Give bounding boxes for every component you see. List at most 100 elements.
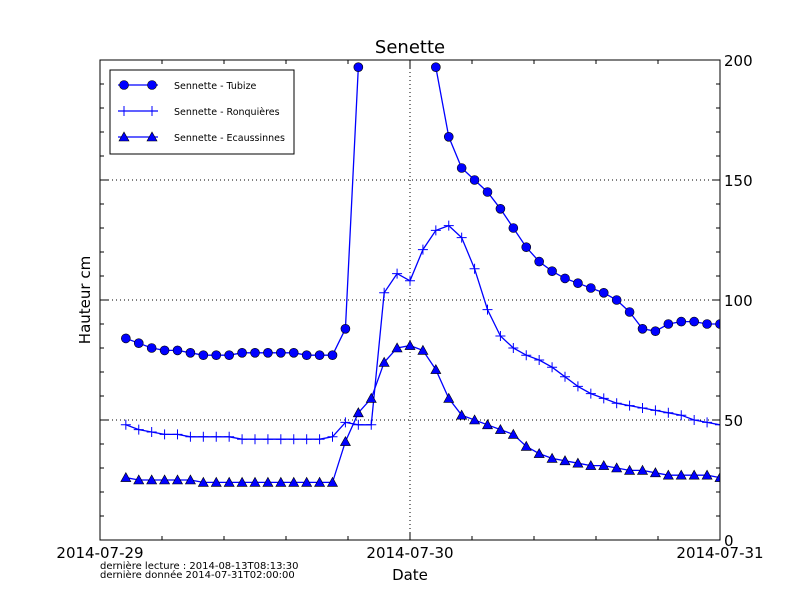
data-point-circle <box>237 347 247 358</box>
data-point-triangle <box>624 464 636 475</box>
data-point-plus <box>405 275 415 286</box>
series-triangle <box>120 339 720 487</box>
data-point-circle <box>689 316 699 327</box>
data-point-plus <box>430 225 441 236</box>
y-tick-label: 150 <box>724 172 753 190</box>
legend-label: Sennette - Ecaussinnes <box>174 133 285 144</box>
x-tick-label: 2014-07-30 <box>366 544 453 562</box>
data-point-circle <box>586 283 596 293</box>
data-point-circle <box>327 350 338 361</box>
series-line <box>125 344 720 484</box>
data-point-triangle <box>481 419 494 430</box>
data-point-plus <box>237 434 248 445</box>
data-point-plus <box>379 287 390 298</box>
data-point-circle <box>637 323 648 334</box>
data-point-plus <box>560 371 570 382</box>
data-point-triangle <box>275 476 287 487</box>
data-point-plus <box>521 350 532 361</box>
data-point-triangle <box>210 476 222 487</box>
data-point-circle <box>211 350 222 361</box>
data-point-triangle <box>120 471 132 482</box>
data-point-triangle <box>507 428 519 439</box>
data-point-circle <box>340 323 351 334</box>
data-point-triangle <box>546 452 558 463</box>
data-point-triangle <box>133 474 145 485</box>
data-point-triangle <box>249 476 261 487</box>
data-point-triangle <box>662 469 674 480</box>
data-point-plus <box>198 431 209 442</box>
y-tick-label: 100 <box>724 292 753 310</box>
data-point-plus <box>327 431 338 442</box>
data-point-plus <box>611 398 622 409</box>
legend-label: Sennette - Tubize <box>174 81 257 92</box>
y-axis-label: Hauteur cm <box>76 256 94 344</box>
y-tick-label: 200 <box>724 52 753 70</box>
data-point-triangle <box>146 131 158 142</box>
data-point-triangle <box>184 474 196 485</box>
data-point-circle <box>250 347 260 358</box>
data-point-plus <box>353 419 364 430</box>
data-point-circle <box>121 333 131 344</box>
data-point-plus <box>417 244 428 255</box>
data-point-circle <box>159 345 170 356</box>
data-point-circle <box>469 175 480 185</box>
data-point-triangle <box>288 476 300 487</box>
data-point-triangle <box>391 342 403 353</box>
data-point-plus <box>547 362 558 373</box>
data-point-triangle <box>585 459 597 470</box>
series-line <box>125 224 720 440</box>
data-point-circle <box>301 350 312 361</box>
data-point-plus <box>262 434 273 445</box>
data-point-circle <box>353 62 364 72</box>
data-point-plus <box>366 419 377 430</box>
data-point-triangle <box>430 363 442 374</box>
data-point-triangle <box>326 476 339 487</box>
data-point-plus <box>598 393 609 404</box>
data-point-triangle <box>197 476 209 487</box>
data-point-plus <box>482 304 493 315</box>
plot-frame <box>99 59 721 541</box>
data-point-plus <box>495 331 506 341</box>
data-point-plus <box>650 405 661 416</box>
data-point-triangle <box>146 474 158 485</box>
data-point-triangle <box>649 467 661 478</box>
data-point-circle <box>534 256 544 267</box>
x-tick-label: 2014-07-31 <box>676 544 763 562</box>
data-point-plus <box>119 106 129 116</box>
legend: Sennette - Tubize Sennette - Ronquières Se… <box>109 69 295 155</box>
data-point-plus <box>637 403 648 413</box>
data-point-triangle <box>701 469 713 480</box>
data-point-triangle <box>339 435 351 446</box>
data-point-circle <box>650 326 661 337</box>
data-point-triangle <box>118 131 130 142</box>
data-point-circle <box>508 223 519 233</box>
y-tick-label: 0 <box>724 532 734 550</box>
data-point-triangle <box>352 407 364 418</box>
data-point-triangle <box>159 474 171 485</box>
data-point-triangle <box>572 457 584 468</box>
data-point-plus <box>676 410 687 421</box>
data-point-circle <box>573 278 583 289</box>
data-point-plus <box>663 407 674 418</box>
data-point-plus <box>314 434 325 445</box>
data-point-plus <box>224 431 235 442</box>
data-point-circle <box>482 187 493 197</box>
data-point-plus <box>508 343 519 353</box>
legend-label: Sennette - Ronquières <box>174 107 280 118</box>
data-point-plus <box>340 417 351 428</box>
last-read-text: dernière lecture : 2014-08-13T08:13:30 <box>100 561 299 572</box>
data-point-plus <box>133 424 144 435</box>
data-point-plus <box>211 431 222 442</box>
data-point-triangle <box>171 474 184 485</box>
data-point-plus <box>456 232 467 243</box>
data-point-plus <box>443 220 454 231</box>
data-point-triangle <box>314 476 326 487</box>
data-point-triangle <box>520 440 532 451</box>
data-point-circle <box>185 347 196 358</box>
data-point-plus <box>159 429 170 440</box>
data-point-circle <box>598 287 609 298</box>
data-point-plus <box>147 106 157 116</box>
data-point-plus <box>275 434 286 445</box>
data-point-plus <box>572 381 583 392</box>
